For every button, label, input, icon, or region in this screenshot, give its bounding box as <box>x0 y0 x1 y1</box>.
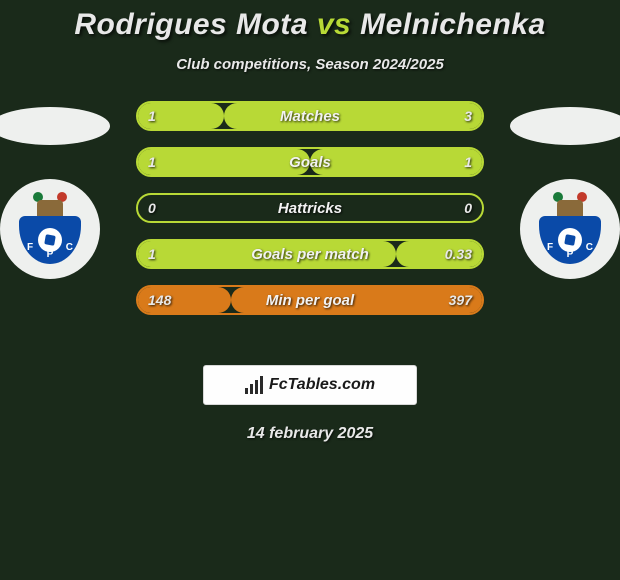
shield-icon: F C P <box>539 194 601 264</box>
brand-text: FcTables.com <box>269 376 375 394</box>
date: 14 february 2025 <box>0 425 620 443</box>
stat-value-left: 148 <box>148 292 171 308</box>
stat-label: Hattricks <box>278 200 342 217</box>
left-column: F C P <box>0 101 110 279</box>
stat-row: Goals per match 1 0.33 <box>136 239 484 269</box>
stat-label: Min per goal <box>266 292 354 309</box>
stat-fill-right <box>310 149 482 175</box>
brand-chart-icon <box>245 376 263 394</box>
stat-value-left: 1 <box>148 246 156 262</box>
player1-club-badge: F C P <box>0 179 100 279</box>
comparison-card: Rodrigues Mota vs Melnichenka Club compe… <box>0 0 620 443</box>
stat-value-right: 0 <box>464 200 472 216</box>
stat-value-right: 1 <box>464 154 472 170</box>
stat-label: Goals per match <box>251 246 369 263</box>
shield-icon: F C P <box>19 194 81 264</box>
stat-label: Goals <box>289 154 331 171</box>
stat-value-right: 0.33 <box>445 246 472 262</box>
player2-club-badge: F C P <box>520 179 620 279</box>
subtitle: Club competitions, Season 2024/2025 <box>0 56 620 73</box>
right-column: F C P <box>510 101 620 279</box>
stat-row: Min per goal 148 397 <box>136 285 484 315</box>
stat-value-left: 1 <box>148 108 156 124</box>
player2-photo-placeholder <box>510 107 620 145</box>
stat-row: Matches 1 3 <box>136 101 484 131</box>
player1-photo-placeholder <box>0 107 110 145</box>
player1-name: Rodrigues Mota <box>74 8 308 41</box>
stat-label: Matches <box>280 108 340 125</box>
stat-value-left: 1 <box>148 154 156 170</box>
brand-box: FcTables.com <box>203 365 417 405</box>
stat-row: Hattricks 0 0 <box>136 193 484 223</box>
stat-value-right: 3 <box>464 108 472 124</box>
page-title: Rodrigues Mota vs Melnichenka <box>0 8 620 42</box>
stat-value-left: 0 <box>148 200 156 216</box>
stat-bars: Matches 1 3 Goals 1 1 Hattricks 0 0 Goals per mat… <box>136 101 484 331</box>
stat-fill-left <box>138 149 310 175</box>
stat-value-right: 397 <box>449 292 472 308</box>
stat-fill-right <box>224 103 482 129</box>
stat-row: Goals 1 1 <box>136 147 484 177</box>
vs-word: vs <box>317 8 351 41</box>
player2-name: Melnichenka <box>360 8 546 41</box>
main-area: F C P F C P <box>0 101 620 341</box>
